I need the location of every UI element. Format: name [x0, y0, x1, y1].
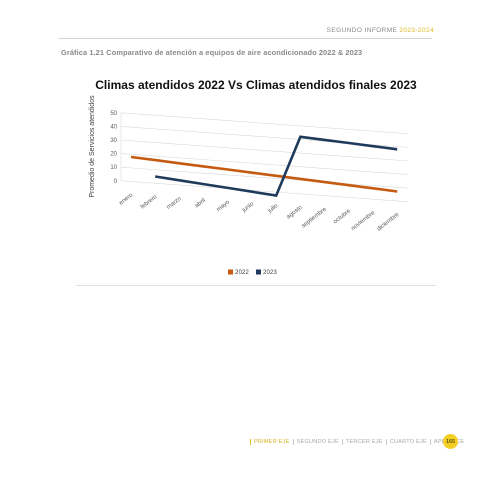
- gridline: [120, 112, 408, 134]
- x-tick-label: diciembre: [376, 211, 401, 232]
- gridline: [120, 153, 408, 175]
- y-tick-label: 20: [110, 152, 117, 158]
- footer-nav: PRIMER EJE SEGUNDO EJE TERCER EJE CUARTO…: [250, 436, 467, 448]
- footer-tab-cuarto-eje[interactable]: CUARTO EJE: [385, 439, 430, 445]
- gridline: [120, 139, 408, 162]
- gridline: [120, 166, 408, 189]
- chart-title: Climas atendidos 2022 Vs Climas atendido…: [95, 78, 417, 92]
- page-number-badge: 165: [443, 434, 458, 449]
- y-tick-label: 30: [110, 138, 117, 144]
- x-tick-label: octubre: [333, 208, 353, 225]
- x-tick-label: agosto: [286, 204, 304, 220]
- y-tick-label: 10: [110, 165, 117, 171]
- x-tick-label: noviembre: [350, 210, 376, 232]
- series-line-2022: [130, 155, 398, 193]
- y-axis-title: Promedio de Servicios atendidos: [89, 95, 96, 198]
- y-tick-label: 50: [110, 111, 117, 117]
- figure-caption: Gráfica 1.21 Comparativo de atención a e…: [61, 48, 363, 57]
- y-tick-label: 40: [110, 124, 117, 130]
- line-chart: Climas atendidos 2022 Vs Climas atendido…: [89, 78, 417, 276]
- x-tick-label: abril: [194, 198, 207, 210]
- footer-tab-segundo-eje[interactable]: SEGUNDO EJE: [292, 439, 342, 445]
- legend-swatch-2023: [256, 269, 261, 275]
- x-tick-label: marzo: [166, 195, 183, 210]
- chart-container: Climas atendidos 2022 Vs Climas atendido…: [76, 68, 436, 286]
- header-report-label: SEGUNDO INFORME 2023-2024: [327, 27, 434, 34]
- legend-swatch-2022: [228, 269, 233, 275]
- x-tick-label: septiembre: [301, 206, 329, 229]
- y-tick-label: 0: [114, 179, 118, 185]
- x-tick-label: mayo: [216, 199, 232, 213]
- report-years: 2023-2024: [399, 27, 434, 34]
- x-tick-label: febrero: [140, 194, 159, 211]
- x-tick-label: julio: [267, 203, 280, 215]
- legend-label-2022: 2022: [235, 269, 249, 276]
- x-tick-label: enero: [118, 192, 134, 207]
- footer-tab-tercer-eje[interactable]: TERCER EJE: [341, 439, 386, 445]
- gridline: [120, 180, 408, 202]
- report-label: SEGUNDO INFORME: [326, 27, 398, 34]
- x-tick-label: junio: [241, 201, 256, 215]
- series-line-2023: [154, 135, 398, 197]
- legend-label-2023: 2023: [263, 269, 277, 276]
- footer-tab-primer-eje[interactable]: PRIMER EJE: [250, 439, 293, 445]
- header-divider: [58, 38, 432, 39]
